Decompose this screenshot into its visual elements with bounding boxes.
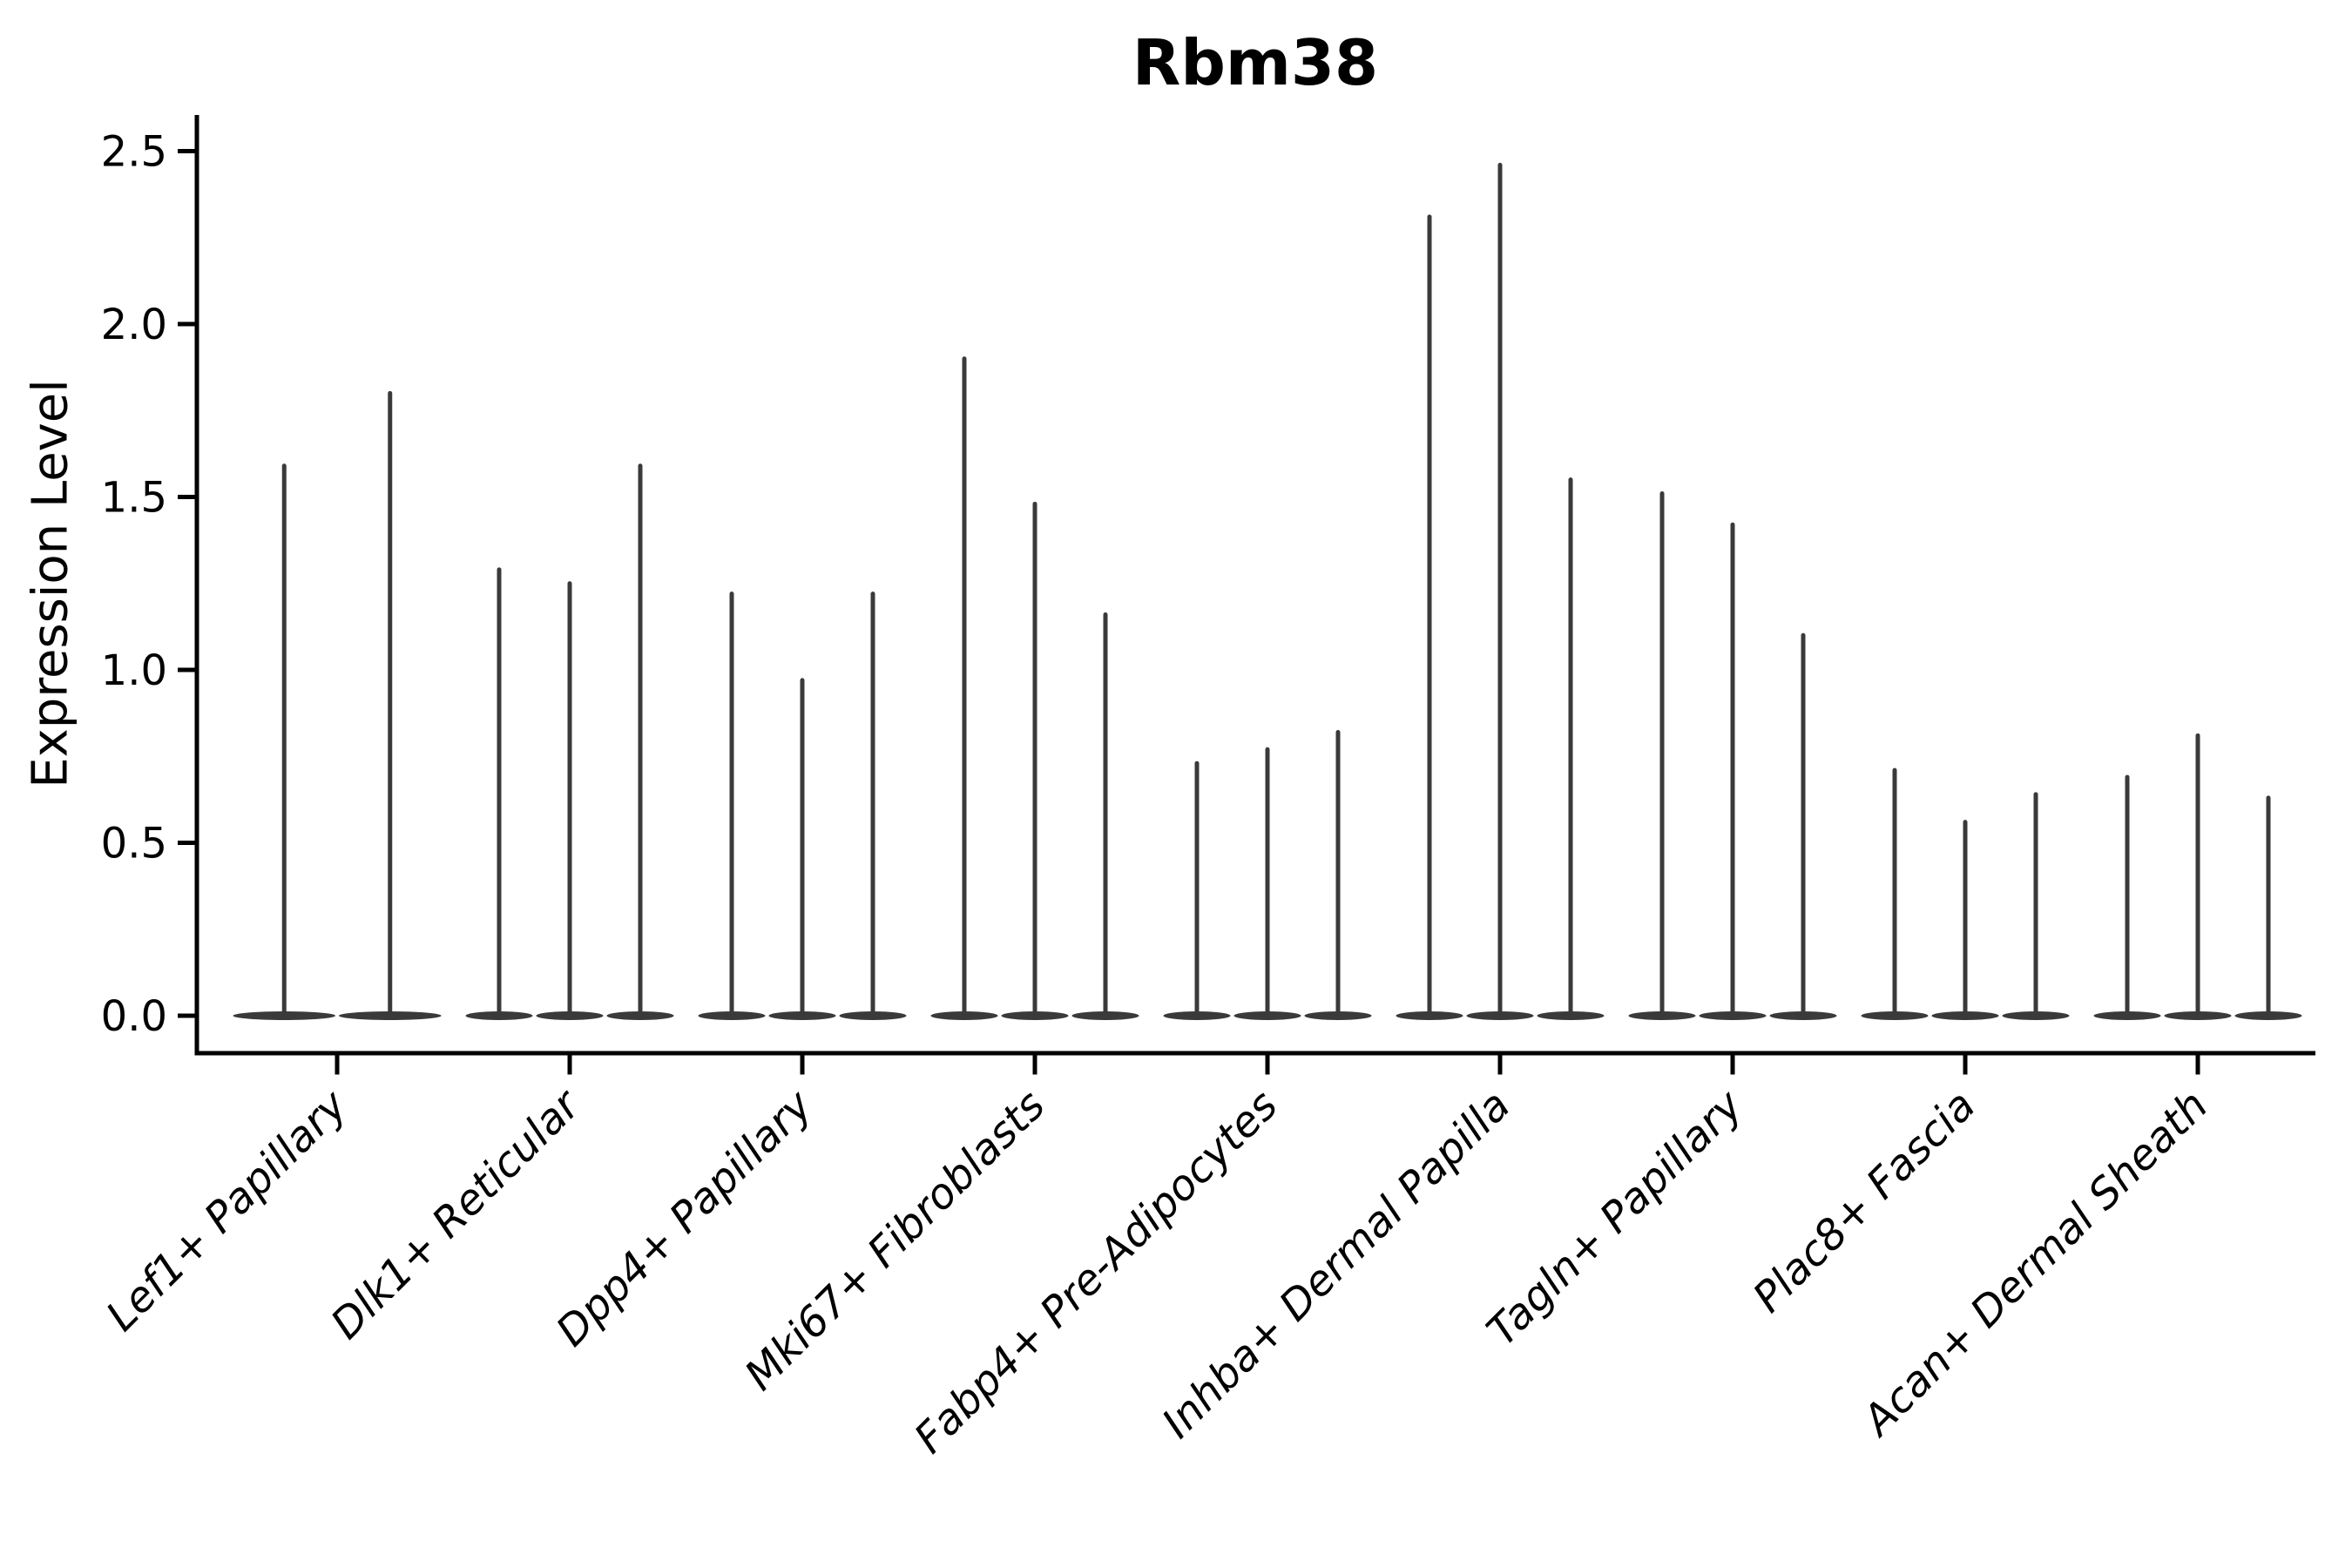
page-title: Rbm38	[1132, 26, 1379, 99]
x-tick-label: Dpp4+ Papillary	[547, 1080, 822, 1355]
y-tick-label: 1.0	[101, 646, 167, 695]
x-tick-label: Tagln+ Papillary	[1477, 1080, 1753, 1355]
x-tick-label: Lef1+ Papillary	[97, 1080, 357, 1341]
y-tick-label: 2.0	[101, 301, 167, 349]
y-tick-label: 2.5	[101, 127, 167, 176]
y-tick-label: 1.5	[101, 473, 167, 522]
x-tick-label: Dlk1+ Reticular	[321, 1079, 591, 1349]
y-tick-label: 0.5	[101, 819, 167, 868]
x-tick-label: Plac8+ Fascia	[1744, 1081, 1985, 1322]
y-tick-label: 0.0	[101, 992, 167, 1041]
